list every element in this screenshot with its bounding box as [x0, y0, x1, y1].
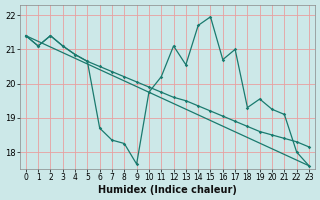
X-axis label: Humidex (Indice chaleur): Humidex (Indice chaleur) [98, 185, 237, 195]
